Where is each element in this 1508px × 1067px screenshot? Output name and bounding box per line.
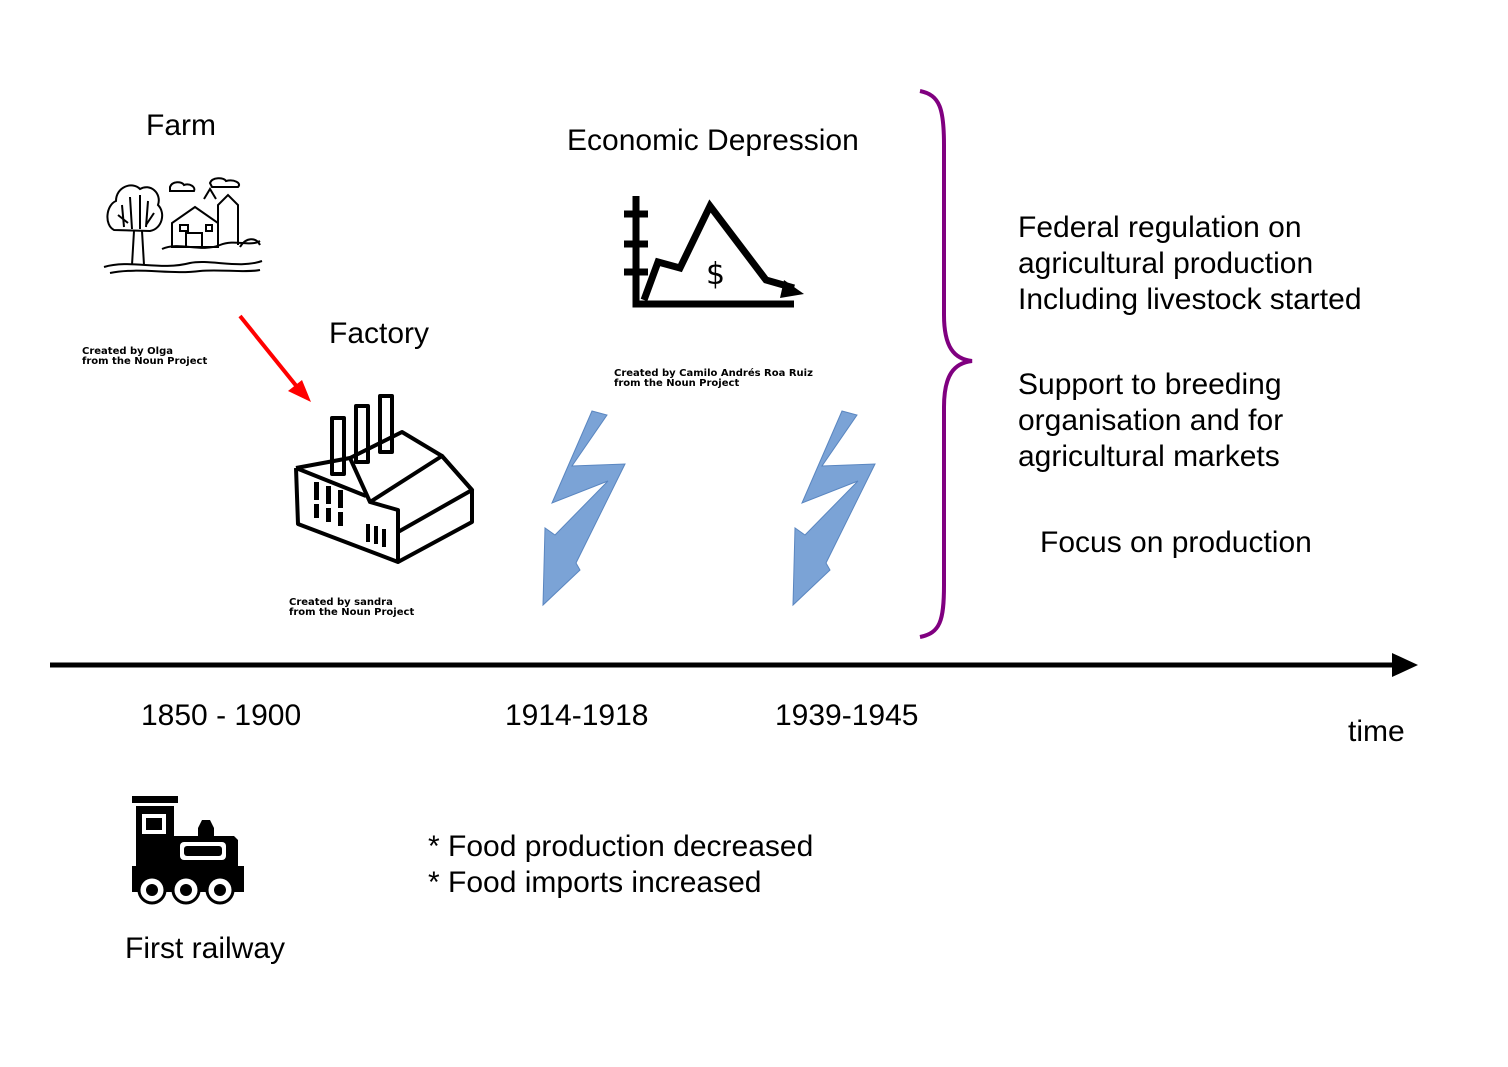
policy-support: Support to breeding organisation and for… [1018, 367, 1283, 475]
policy-regulation-line3: Including livestock started [1018, 283, 1362, 316]
war-effects: * Food production decreased * Food impor… [428, 829, 813, 901]
railway-label: First railway [125, 932, 286, 965]
farm-label: Farm [146, 109, 216, 142]
dollar-sign-icon: $ [706, 257, 725, 292]
policy-brace [919, 89, 973, 639]
lightning-icon [542, 410, 626, 607]
policy-regulation: Federal regulation on agricultural produ… [1018, 210, 1362, 318]
period-label: 1939-1945 [775, 699, 919, 732]
time-axis-label: time [1348, 715, 1405, 748]
policy-focus: Focus on production [1040, 526, 1312, 559]
factory-credit-line2: from the Noun Project [289, 607, 415, 618]
lightning-icon [792, 410, 876, 607]
farm-credit-line2: from the Noun Project [82, 356, 208, 367]
factory-label: Factory [329, 317, 430, 350]
policy-support-line1: Support to breeding [1018, 368, 1282, 401]
farm-icon [103, 177, 263, 274]
period-label: 1850 - 1900 [141, 699, 302, 732]
war-effect-item: * Food imports increased [428, 866, 762, 899]
depression-credit-line2: from the Noun Project [614, 378, 740, 389]
depression-credit: Created by Camilo Andrés Roa Ruiz from t… [614, 369, 813, 389]
depression-label: Economic Depression [567, 124, 859, 157]
depression-credit-line1: Created by Camilo Andrés Roa Ruiz [614, 368, 813, 379]
locomotive-icon [132, 796, 244, 905]
factory-icon [294, 394, 474, 564]
period-label: 1914-1918 [505, 699, 649, 732]
war-effect-item: * Food production decreased [428, 830, 814, 863]
factory-credit: Created by sandra from the Noun Project [289, 598, 414, 618]
policy-regulation-line1: Federal regulation on [1018, 211, 1302, 244]
policy-support-line2: organisation and for [1018, 404, 1284, 437]
farm-credit-line1: Created by Olga [82, 346, 173, 357]
farm-credit: Created by Olga from the Noun Project [82, 347, 207, 367]
policy-regulation-line2: agricultural production [1018, 247, 1314, 280]
policy-support-line3: agricultural markets [1018, 440, 1280, 473]
depression-chart-icon: $ [624, 196, 804, 308]
factory-credit-line1: Created by sandra [289, 597, 393, 608]
